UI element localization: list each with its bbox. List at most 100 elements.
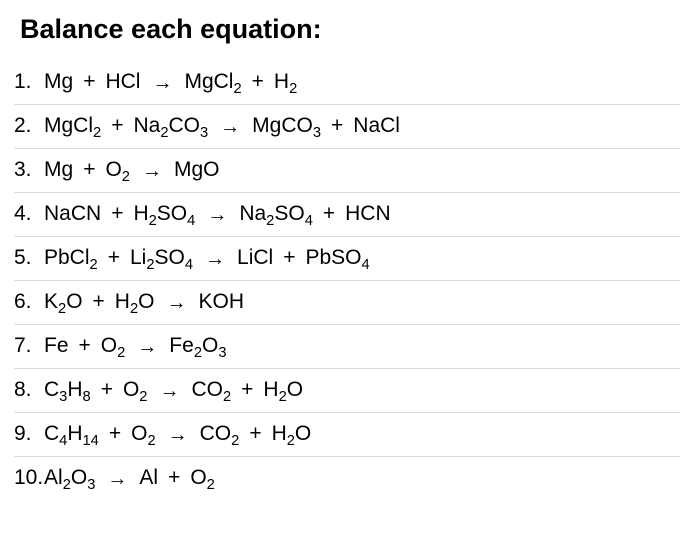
equation-number: 9. — [14, 423, 44, 444]
equation-row: 9.C4H14+O2→CO2+H2O — [14, 413, 680, 457]
equation-number: 4. — [14, 203, 44, 224]
equation-lhs: PbCl2 + Li2SO4 — [44, 247, 193, 268]
equation-number: 7. — [14, 335, 44, 356]
compound: HCl — [105, 70, 140, 93]
compound: H2O — [115, 290, 155, 313]
compound: K2O — [44, 290, 83, 313]
plus-op: + — [83, 70, 95, 93]
arrow-icon: → — [207, 205, 227, 225]
equation-row: 5.PbCl2 + Li2SO4 → LiCl + PbSO4 — [14, 237, 680, 281]
arrow-icon: → — [220, 117, 240, 137]
plus-op: + — [241, 378, 253, 401]
arrow-icon: → — [152, 73, 172, 93]
plus-op: + — [93, 290, 105, 313]
compound: MgCO3 — [252, 114, 321, 137]
equation-row: 10.Al2O3 → Al + O2 — [14, 457, 680, 500]
arrow-icon: → — [137, 337, 157, 357]
compound: Na2CO3 — [133, 114, 208, 137]
compound: CO2 — [191, 378, 231, 401]
compound: Al2O3 — [44, 466, 95, 489]
equation-number: 6. — [14, 291, 44, 312]
arrow-icon: → — [166, 293, 186, 313]
equation-lhs: Al2O3 — [44, 467, 95, 488]
compound: O2 — [105, 158, 130, 181]
equation-lhs: K2O + H2O — [44, 291, 154, 312]
equation-rhs: CO2 + H2O — [200, 423, 312, 444]
plus-op: + — [111, 114, 123, 137]
equation-row: 4.NaCN + H2SO4 → Na2SO4 + HCN — [14, 193, 680, 237]
compound: Li2SO4 — [130, 246, 193, 269]
equation-lhs: NaCN + H2SO4 — [44, 203, 195, 224]
equation-lhs: C3H8 + O2 — [44, 379, 147, 400]
page-title: Balance each equation: — [14, 14, 680, 45]
plus-op: + — [79, 334, 91, 357]
compound: Fe — [44, 334, 69, 357]
equation-lhs: Mg+HCl — [44, 71, 140, 92]
equation-list: 1.Mg+HCl→MgCl2+H22.MgCl2+Na2CO3→MgCO3+Na… — [14, 61, 680, 500]
equation-number: 1. — [14, 71, 44, 92]
equation-number: 3. — [14, 159, 44, 180]
plus-op: + — [252, 70, 264, 93]
equation-row: 8.C3H8 + O2 → CO2 + H2O — [14, 369, 680, 413]
compound: C4H14 — [44, 422, 99, 445]
equation-rhs: Al + O2 — [139, 467, 214, 488]
plus-op: + — [83, 158, 95, 181]
equation-rhs: LiCl + PbSO4 — [237, 247, 370, 268]
equation-rhs: MgCO3 + NaCl — [252, 115, 400, 136]
equation-lhs: Fe + O2 — [44, 335, 125, 356]
arrow-icon: → — [159, 381, 179, 401]
equation-row: 6.K2O + H2O → KOH — [14, 281, 680, 325]
plus-op: + — [109, 422, 121, 445]
compound: Na2SO4 — [239, 202, 313, 225]
equation-row: 3.Mg + O2 → MgO — [14, 149, 680, 193]
compound: MgO — [174, 158, 220, 181]
equation-number: 5. — [14, 247, 44, 268]
equation-rhs: KOH — [198, 291, 244, 312]
compound: O2 — [101, 334, 126, 357]
equation-number: 2. — [14, 115, 44, 136]
equation-lhs: C4H14+O2 — [44, 423, 156, 444]
equation-row: 1.Mg+HCl→MgCl2+H2 — [14, 61, 680, 105]
compound: H2O — [272, 422, 312, 445]
compound: HCN — [345, 202, 391, 225]
compound: PbCl2 — [44, 246, 98, 269]
plus-op: + — [108, 246, 120, 269]
compound: O2 — [123, 378, 148, 401]
equation-rhs: MgCl2+H2 — [184, 71, 297, 92]
compound: Fe2O3 — [169, 334, 226, 357]
compound: CO2 — [200, 422, 240, 445]
compound: MgCl2 — [184, 70, 241, 93]
compound: H2SO4 — [133, 202, 195, 225]
equation-row: 2.MgCl2 + Na2CO3 → MgCO3 + NaCl — [14, 105, 680, 149]
compound: C3H8 — [44, 378, 91, 401]
arrow-icon: → — [142, 161, 162, 181]
equation-number: 8. — [14, 379, 44, 400]
arrow-icon: → — [168, 425, 188, 445]
equation-lhs: Mg + O2 — [44, 159, 130, 180]
plus-op: + — [111, 202, 123, 225]
compound: LiCl — [237, 246, 273, 269]
compound: KOH — [198, 290, 244, 313]
equation-rhs: MgO — [174, 159, 220, 180]
compound: H2O — [263, 378, 303, 401]
plus-op: + — [323, 202, 335, 225]
equation-lhs: MgCl2 + Na2CO3 — [44, 115, 208, 136]
equation-number: 10. — [14, 467, 44, 488]
equation-row: 7.Fe + O2 → Fe2O3 — [14, 325, 680, 369]
compound: O2 — [190, 466, 215, 489]
arrow-icon: → — [107, 469, 127, 489]
compound: Al — [139, 466, 158, 489]
equation-rhs: CO2 + H2O — [191, 379, 303, 400]
plus-op: + — [331, 114, 343, 137]
compound: NaCN — [44, 202, 101, 225]
compound: PbSO4 — [305, 246, 369, 269]
equation-rhs: Na2SO4 + HCN — [239, 203, 390, 224]
plus-op: + — [168, 466, 180, 489]
plus-op: + — [283, 246, 295, 269]
arrow-icon: → — [205, 249, 225, 269]
compound: NaCl — [353, 114, 400, 137]
plus-op: + — [249, 422, 261, 445]
compound: Mg — [44, 158, 73, 181]
compound: MgCl2 — [44, 114, 101, 137]
plus-op: + — [101, 378, 113, 401]
